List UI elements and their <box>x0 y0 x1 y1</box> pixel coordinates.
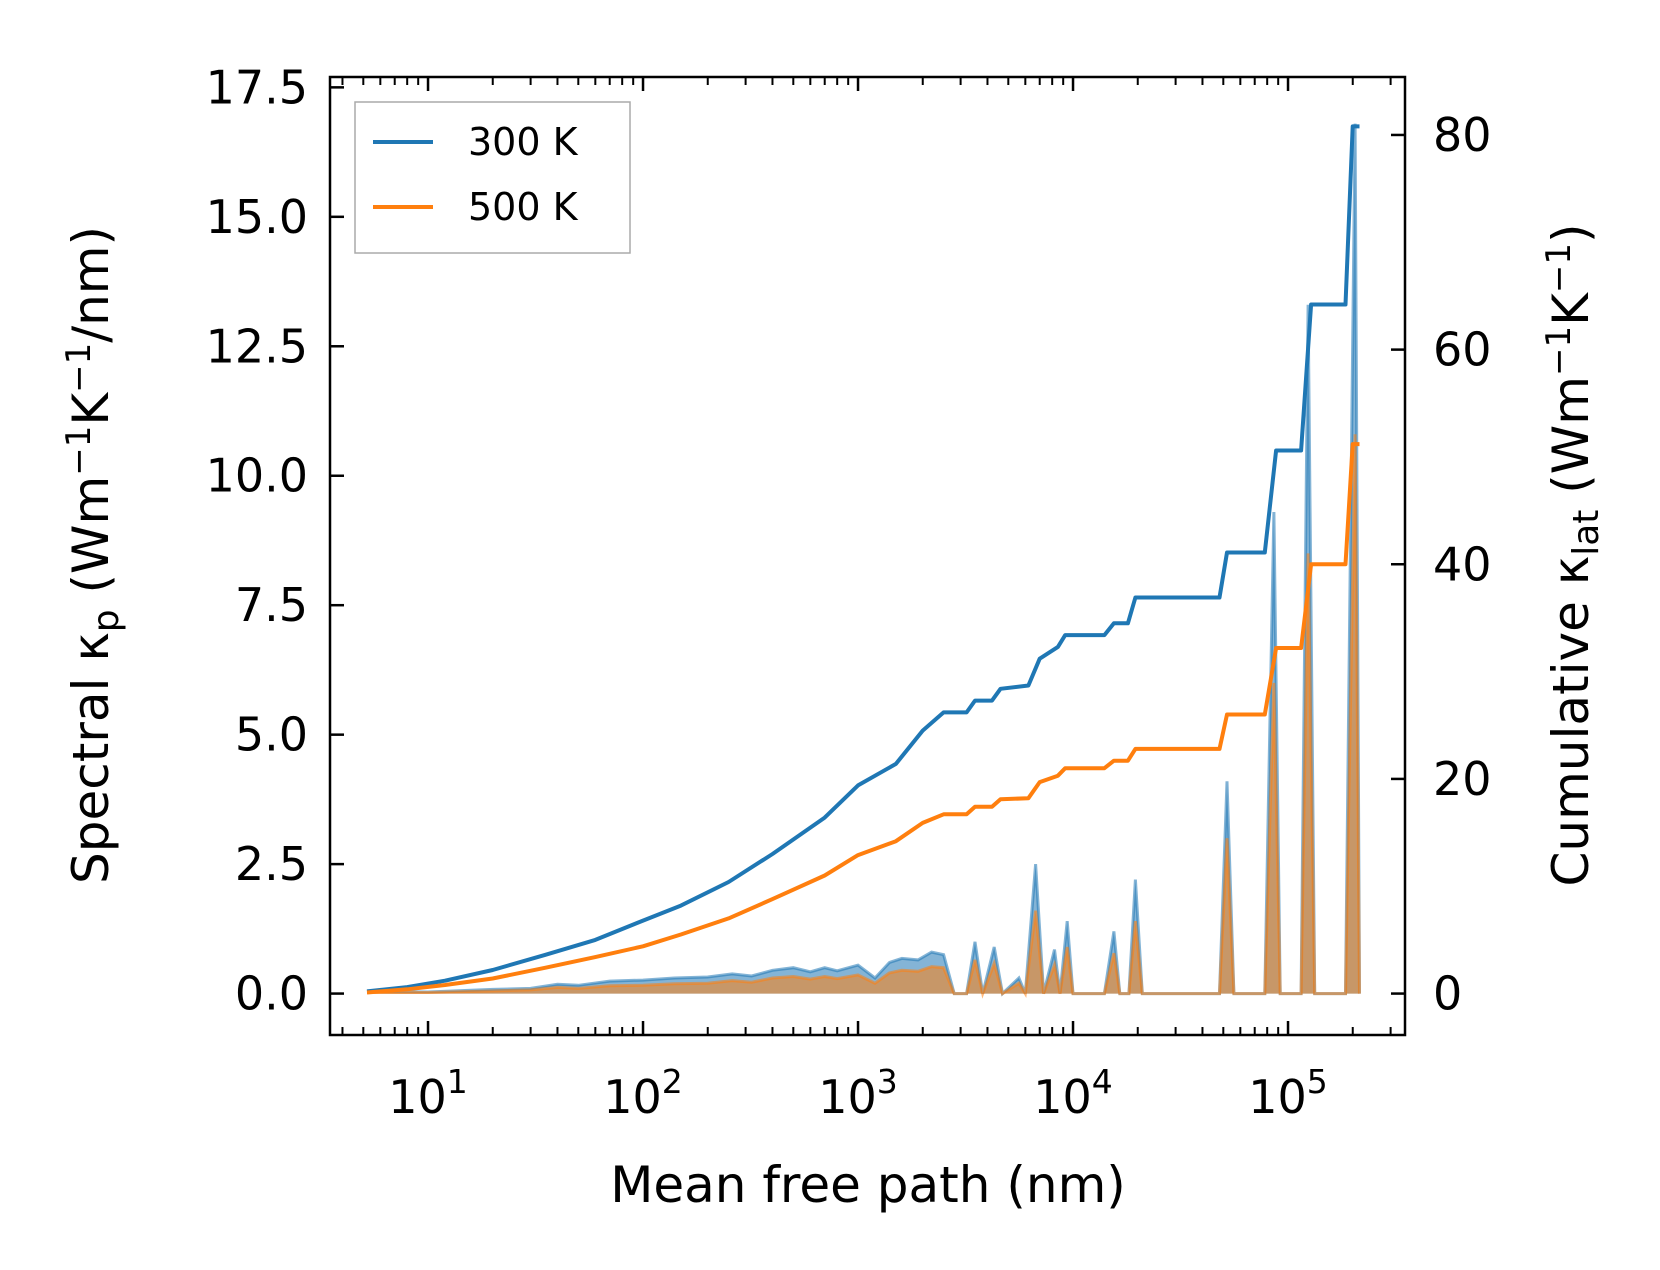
legend: 300 K 500 K <box>354 101 631 254</box>
spectral-line-500-k-spectral <box>367 434 1361 999</box>
x-tick-label: 102 <box>603 1062 683 1124</box>
x-axis-title: Mean free path (nm) <box>610 1156 1126 1214</box>
y-axis-left-title: Spectral κp (Wm−1K−1/nm) <box>59 226 127 884</box>
y-axis-right-title: Cumulative κlat (Wm−1K−1) <box>1539 223 1607 886</box>
legend-label-500k: 500 K <box>468 185 579 229</box>
cumulative-line-500-k <box>366 442 1360 995</box>
y-left-tick-label: 12.5 <box>206 319 308 373</box>
cumulative-line-300-k <box>366 124 1360 994</box>
y-left-tick-label: 10.0 <box>206 449 308 503</box>
x-tick-label: 105 <box>1248 1062 1328 1124</box>
spectral-fill-group <box>366 123 1361 999</box>
y-right-tick-label: 80 <box>1433 108 1492 162</box>
y-right-tick-label: 20 <box>1433 752 1492 806</box>
y-right-tick-label: 60 <box>1433 323 1492 377</box>
y-right-tick-label: 0 <box>1433 967 1462 1021</box>
legend-box <box>354 101 631 254</box>
y-left-tick-label: 7.5 <box>235 578 308 632</box>
y-left-tick-label: 5.0 <box>235 708 308 762</box>
cumulative-line-group <box>366 124 1360 995</box>
x-tick-label: 103 <box>818 1062 898 1124</box>
y-left-tick-label: 2.5 <box>235 837 308 891</box>
y-right-tick-label: 40 <box>1433 537 1492 591</box>
y-left-tick-label: 17.5 <box>206 60 308 114</box>
legend-label-300k: 300 K <box>468 120 579 164</box>
plot-frame <box>328 75 1407 1037</box>
x-tick-label: 104 <box>1033 1062 1113 1124</box>
x-tick-label: 101 <box>388 1062 468 1124</box>
y-left-tick-label: 0.0 <box>235 967 308 1021</box>
y-left-tick-label: 15.0 <box>206 190 308 244</box>
tick-group: 0.0 2.5 5.0 7.5 10.0 12.5 15.0 17.5 0 20 40 60 80 101… <box>206 60 1492 1124</box>
